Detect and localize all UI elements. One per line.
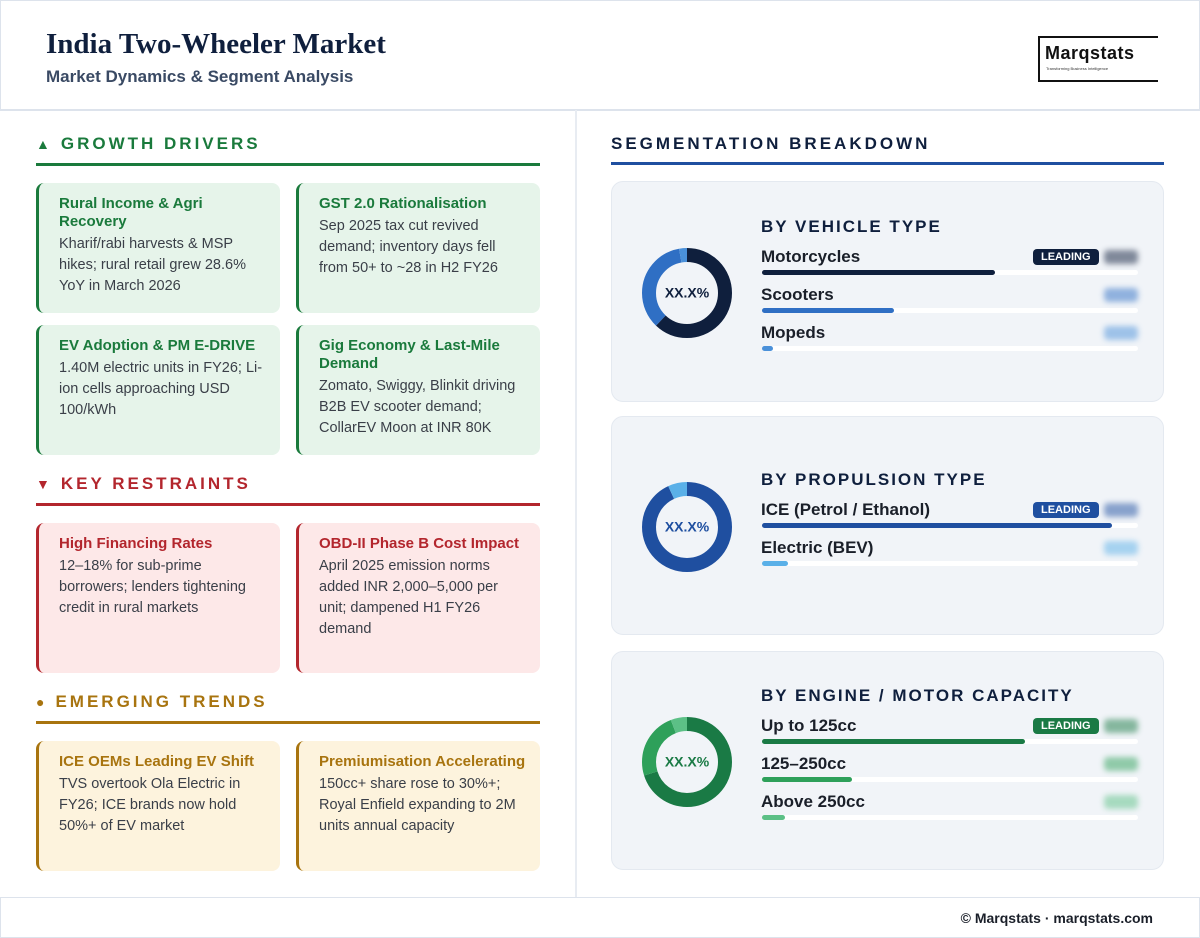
card-title: EV Adoption & PM E-DRIVE [59,337,256,354]
bar-track [762,345,1138,351]
card-text: Sep 2025 tax cut revived demand; invento… [319,218,498,276]
card: EV Adoption & PM E-DRIVE 1.40M electric u… [36,325,280,455]
segment-label: Scooters [761,284,834,304]
donut: XX.X% [642,716,732,807]
card-text: 12–18% for sub-prime borrowers; lenders … [59,558,246,616]
card-text: 150cc+ share rose to 30%+; Royal Enfield… [319,776,516,834]
donut-segment [642,716,732,807]
bar [762,738,1026,744]
card: Premiumisation Accelerating 150cc+ share … [296,741,540,871]
bar-track [762,522,1138,528]
section-title: ● EMERGING TRENDS [36,692,268,712]
title: India Two-Wheeler Market [46,28,386,60]
card: Rural Income & Agri Recovery Kharif/rabi … [36,183,280,313]
bar [762,269,996,275]
donut-center-label: XX.X% [665,518,710,534]
bar [762,814,785,820]
donut-segment [642,716,732,807]
card: ICE OEMs Leading EV Shift TVS overtook Ol… [36,741,280,871]
section-title: ▼ KEY RESTRAINTS [36,474,251,494]
card-text: April 2025 emission norms added INR 2,00… [319,558,498,637]
footer: © Marqstats · marqstats.com [0,897,1200,938]
value-blurred [1104,249,1138,264]
value-blurred [1104,502,1138,517]
section-title-text: EMERGING TRENDS [55,692,268,711]
card-title: Gig Economy & Last-Mile Demand [319,337,500,372]
segment-label: ICE (Petrol / Ethanol) [761,499,931,519]
section-title-text: GROWTH DRIVERS [60,134,261,153]
value-blurred [1104,718,1138,733]
card-title: Rural Income & Agri Recovery [59,195,203,230]
donut: XX.X% [642,481,732,572]
value-blurred [1104,287,1138,302]
value-blurred [1104,756,1138,771]
bar-track [762,738,1138,744]
bar-track [762,776,1138,782]
section-title: ▲ GROWTH DRIVERS [36,134,261,154]
bar [762,345,774,351]
donut-segment [642,247,732,338]
leading-badge: LEADING [1033,248,1099,265]
bar [762,776,853,782]
segment-label: Mopeds [761,322,826,342]
card: GST 2.0 Rationalisation Sep 2025 tax cut … [296,183,540,313]
logo: Marqstats Transforming Business Intellig… [1038,36,1158,82]
subtitle: Market Dynamics & Segment Analysis [46,67,354,86]
bar-track [762,307,1138,313]
card-title: Premiumisation Accelerating [319,753,526,770]
segment-label: Electric (BEV) [761,537,874,557]
card-text: Kharif/rabi harvests & MSP hikes; rural … [59,236,246,294]
divider [575,110,577,897]
card-title: ICE OEMs Leading EV Shift [59,753,255,770]
group-title: BY VEHICLE TYPE [761,216,942,236]
segment-group: XX.X% BY ENGINE / MOTOR CAPACITY Up to 125… [611,651,1164,870]
segmentation-title: SEGMENTATION BREAKDOWN [611,134,931,153]
card-title: GST 2.0 Rationalisation [319,195,487,212]
logo-name: Marqstats [1045,43,1135,63]
segment-label: Up to 125cc [761,715,857,735]
segment-label: Motorcycles [761,246,861,266]
segment-group: XX.X% BY PROPULSION TYPE ICE (Petrol / Eth… [611,416,1164,635]
card-title: High Financing Rates [59,535,213,552]
donut-segment [642,481,732,572]
section-icon: ▲ [36,136,53,152]
bar [762,522,1112,528]
donut-center-label: XX.X% [665,753,710,769]
bar [762,560,789,566]
card-title: OBD-II Phase B Cost Impact [319,535,520,552]
donut-center-label: XX.X% [665,284,710,300]
section-rule [36,721,540,724]
leading-badge: LEADING [1033,501,1099,518]
section-icon: ▼ [36,476,53,492]
group-title: BY ENGINE / MOTOR CAPACITY [761,685,1074,705]
leading-badge: LEADING [1033,717,1099,734]
card-text: TVS overtook Ola Electric in FY26; ICE b… [59,776,241,834]
bar-track [762,814,1138,820]
segment-group: XX.X% BY VEHICLE TYPE Motorcycles LEADING Sc… [611,181,1164,402]
group-title: BY PROPULSION TYPE [761,469,987,489]
segmentation-rule [611,162,1164,165]
value-blurred [1104,540,1138,555]
value-blurred [1104,325,1138,340]
section-icon: ● [36,694,48,710]
card: OBD-II Phase B Cost Impact April 2025 emi… [296,523,540,673]
bar-track [762,560,1138,566]
card-text: Zomato, Swiggy, Blinkit driving B2B EV s… [319,378,516,436]
logo-tagline: Transforming Business Intelligence [1046,66,1109,71]
segment-label: Above 250cc [761,791,865,811]
footer-text: © Marqstats · marqstats.com [960,910,1153,926]
value-blurred [1104,794,1138,809]
card-text: 1.40M electric units in FY26; Li-ion cel… [59,360,263,418]
segment-label: 125–250cc [761,753,847,773]
card: Gig Economy & Last-Mile Demand Zomato, Sw… [296,325,540,455]
card: High Financing Rates 12–18% for sub-prime… [36,523,280,673]
bar-track [762,269,1138,275]
section-title-text: KEY RESTRAINTS [60,474,251,493]
bar [762,307,894,313]
section-rule [36,503,540,506]
section-rule [36,163,540,166]
donut: XX.X% [642,247,732,338]
donut-segment [642,247,732,338]
